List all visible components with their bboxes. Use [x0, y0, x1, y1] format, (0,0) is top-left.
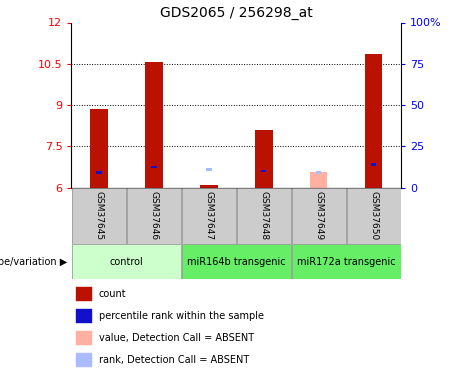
- Bar: [310, 172, 327, 188]
- Bar: [76, 309, 92, 323]
- Text: GSM37650: GSM37650: [369, 191, 378, 240]
- Bar: [72, 244, 181, 279]
- Bar: [261, 170, 266, 172]
- Bar: [371, 163, 376, 165]
- Bar: [145, 62, 163, 188]
- Bar: [292, 244, 401, 279]
- Bar: [347, 188, 401, 244]
- Bar: [76, 353, 92, 367]
- Bar: [76, 331, 92, 345]
- Bar: [182, 244, 290, 279]
- Text: genotype/variation ▶: genotype/variation ▶: [0, 256, 67, 267]
- Bar: [151, 165, 157, 168]
- Text: GSM37646: GSM37646: [149, 191, 159, 240]
- Bar: [182, 188, 236, 244]
- Text: count: count: [99, 289, 126, 299]
- Title: GDS2065 / 256298_at: GDS2065 / 256298_at: [160, 6, 313, 20]
- Bar: [96, 171, 102, 174]
- Bar: [365, 54, 382, 188]
- Bar: [200, 185, 218, 188]
- Text: GSM37648: GSM37648: [259, 191, 268, 240]
- Text: value, Detection Call = ABSENT: value, Detection Call = ABSENT: [99, 333, 254, 343]
- Bar: [237, 188, 290, 244]
- Bar: [255, 130, 272, 188]
- Bar: [72, 188, 126, 244]
- Text: miR172a transgenic: miR172a transgenic: [297, 256, 396, 267]
- Text: control: control: [110, 256, 143, 267]
- Bar: [316, 171, 321, 174]
- Bar: [206, 168, 212, 171]
- Bar: [292, 188, 346, 244]
- Bar: [90, 109, 108, 188]
- Text: GSM37645: GSM37645: [95, 191, 103, 240]
- Text: GSM37649: GSM37649: [314, 191, 323, 240]
- Text: rank, Detection Call = ABSENT: rank, Detection Call = ABSENT: [99, 355, 249, 365]
- Text: GSM37647: GSM37647: [204, 191, 213, 240]
- Text: miR164b transgenic: miR164b transgenic: [187, 256, 285, 267]
- Text: percentile rank within the sample: percentile rank within the sample: [99, 311, 264, 321]
- Bar: [127, 188, 181, 244]
- Bar: [76, 287, 92, 301]
